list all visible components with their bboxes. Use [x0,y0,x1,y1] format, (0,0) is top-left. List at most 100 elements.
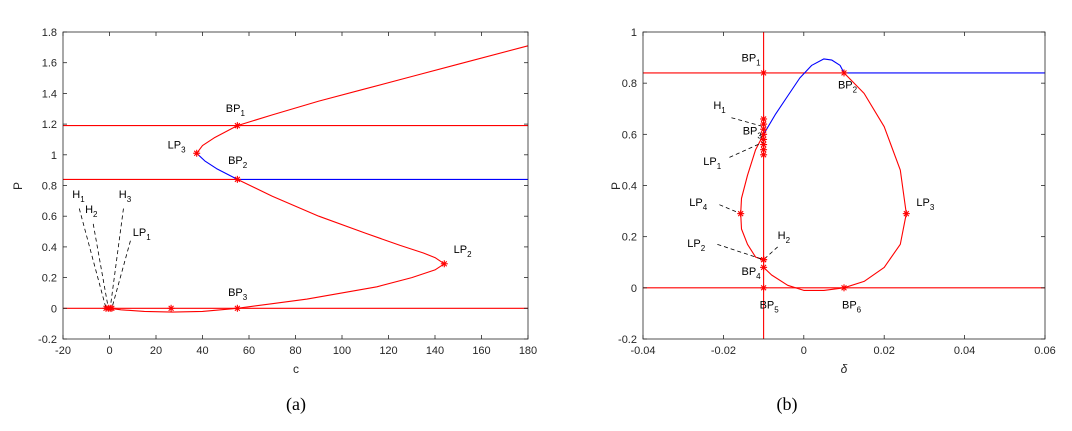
marker-LP2 [760,256,768,264]
annotation-LP2: LP2 [687,238,705,253]
x-tick-label: 0 [106,345,112,357]
x-tick-label: 120 [379,345,397,357]
x-tick-label: 180 [519,345,537,357]
annotation-LP1: LP1 [703,156,721,171]
x-tick-label: 20 [150,345,162,357]
axes-box-a [62,31,529,340]
leader-line [92,223,109,309]
annotation-LP3: LP3 [916,197,934,212]
annotation-LP1: LP1 [133,227,151,242]
caption-b: (b) [777,394,798,415]
series-line-b-6 [740,134,765,261]
y-axis-label-a: P [11,182,25,190]
x-tick-label: 140 [426,345,444,357]
y-tick-label: 0.4 [622,181,637,193]
marker-LP1 [760,135,768,143]
y-tick-label: 0.6 [42,211,57,223]
y-tick-label: 0.2 [622,232,637,244]
annotation-H1: H1 [72,189,85,204]
annotation-BP3: BP3 [228,287,248,302]
marker-BP6 [840,284,848,292]
annotation-BP6: BP6 [842,299,862,314]
y-tick-label: 0 [51,303,57,315]
annotation-BP1: BP1 [741,52,761,67]
marker-BP1 [760,69,768,77]
series-line-a-4 [196,45,529,154]
annotation-BP2: BP2 [838,79,858,94]
annotation-LP4: LP4 [689,197,707,212]
annotation-BP1: BP1 [226,103,246,118]
caption-a: (a) [286,394,306,415]
series-line-b-4 [763,58,845,135]
marker-BP2 [233,175,241,183]
x-tick-label: -20 [55,345,71,357]
marker-LP4 [737,210,745,218]
x-tick-label: -0.04 [630,345,655,357]
x-tick-label: 80 [289,345,301,357]
leader-line [729,141,764,158]
series-line-a-6 [109,178,445,313]
y-tick-label: 0.8 [42,181,57,193]
x-tick-label: 0.06 [1034,345,1055,357]
marker-point [167,304,175,312]
series-line-a-5 [196,152,238,180]
y-tick-label: 0.4 [42,242,57,254]
x-tick-label: 0.02 [873,345,894,357]
marker-BP1 [233,122,241,130]
x-axis-label-b: δ [841,362,848,376]
y-tick-label: 1 [631,27,637,39]
marker-BP5 [760,284,768,292]
marker-cluster [760,125,768,133]
y-tick-label: 1.8 [42,27,57,39]
leader-line [731,117,764,128]
y-tick-label: 0.6 [622,129,637,141]
x-tick-label: 0 [801,345,807,357]
leader-line [717,243,764,261]
leader-line [719,204,741,215]
annotation-H2: H2 [85,204,98,219]
annotation-H3: H3 [119,189,132,204]
x-tick-label: 60 [243,345,255,357]
annotation-BP2: BP2 [228,155,248,170]
y-tick-label: -0.2 [618,334,637,346]
marker-cluster [760,151,768,159]
x-axis-label-a: c [293,362,299,376]
annotation-H2: H2 [778,230,791,245]
annotation-LP2: LP2 [454,244,472,259]
marker-BP4 [760,263,768,271]
y-tick-label: 1 [51,150,57,162]
x-tick-label: 0.04 [954,345,975,357]
axes-box-b [642,31,1046,340]
marker-BP3 [233,304,241,312]
leader-line [109,208,124,309]
x-tick-label: 100 [333,345,351,357]
marker-LP3 [193,149,201,157]
y-tick-label: -0.2 [38,334,57,346]
marker-BP2 [840,69,848,77]
annotation-BP3: BP3 [743,125,763,140]
marker-cluster [760,115,768,123]
leader-line [78,208,107,309]
x-tick-label: 160 [472,345,490,357]
y-tick-label: 0.2 [42,273,57,285]
y-tick-label: 1.4 [42,88,57,100]
panel-b: BP1 BP2 H1 BP3 LP1 LP3 LP4 LP2 H2 BP4 BP5 BP6 -0.04… [609,27,1056,415]
leader-line [111,240,131,309]
y-tick-label: 0.8 [622,78,637,90]
marker-LP1 [108,304,116,312]
x-tick-label: -0.02 [711,345,736,357]
marker-LP3 [902,210,910,218]
y-tick-label: 0 [631,283,637,295]
x-tick-label: 40 [196,345,208,357]
annotation-LP3: LP3 [168,140,186,155]
marker-LP2 [440,260,448,268]
y-tick-label: 1.6 [42,58,57,70]
series-line-b-5 [763,72,907,291]
y-tick-label: 1.2 [42,119,57,131]
annotation-BP4: BP4 [741,266,761,281]
y-axis-label-b: P [609,182,623,190]
annotation-H1: H1 [713,100,726,115]
annotation-BP5: BP5 [760,299,780,314]
